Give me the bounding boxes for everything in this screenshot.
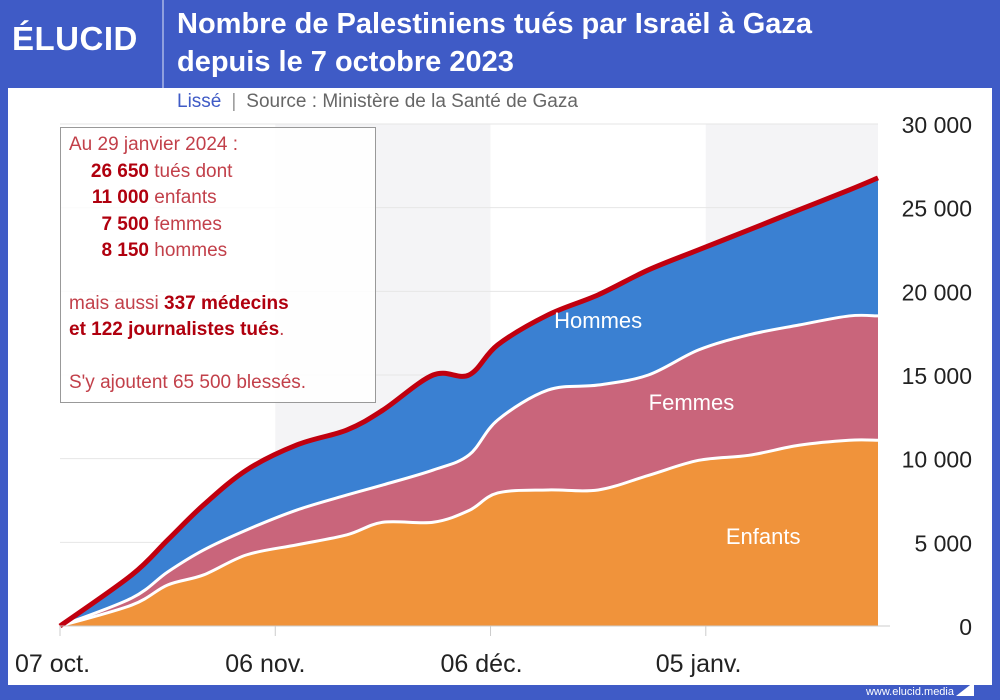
y-tick-label: 0 <box>959 614 972 640</box>
y-tick-label: 5 000 <box>914 530 972 556</box>
separator: | <box>231 91 237 112</box>
boundary-line-enfants <box>59 438 879 628</box>
series-label-enfants: Enfants <box>726 524 801 549</box>
note-text: mais aussi <box>69 292 165 314</box>
note-number: 7 500 <box>101 213 149 235</box>
y-tick-label: 10 000 <box>902 447 972 473</box>
note-number: 26 650 <box>90 160 149 182</box>
note-doctors: 337 médecins <box>164 292 289 314</box>
y-tick-label: 15 000 <box>902 363 972 389</box>
source-label: Source : Ministère de la Santé de Gaza <box>246 91 578 112</box>
subtitle: Lissé | Source : Ministère de la Santé de … <box>177 91 578 113</box>
note-journalists: et 122 journalistes tués <box>69 319 280 340</box>
title-line-2: depuis le 7 octobre 2023 <box>177 46 514 78</box>
y-tick-label: 30 000 <box>902 112 972 138</box>
title-line-1: Nombre de Palestiniens tués par Israël à… <box>177 8 813 40</box>
x-tick-label: 06 nov. <box>225 650 305 678</box>
note-number: 11 000 <box>91 187 149 208</box>
note-label: femmes <box>154 213 222 235</box>
note-date: Au 29 janvier 2024 : <box>69 134 239 155</box>
footer-url[interactable]: www.elucid.media <box>865 686 954 698</box>
area-femmes <box>60 315 878 626</box>
note-label: hommes <box>154 240 228 261</box>
x-tick-label: 05 janv. <box>656 650 742 678</box>
note-line-injured: S'y ajoutent 65 500 blessés. <box>69 371 307 393</box>
series-label-femmes: Femmes <box>649 390 735 415</box>
note-label: enfants <box>154 187 217 208</box>
area-hommes <box>60 177 878 626</box>
boundary-line-femmes <box>59 313 879 628</box>
total-line <box>58 175 879 629</box>
header: ÉLUCID Nombre de Palestiniens tués par I… <box>0 0 1000 88</box>
smoothing-label: Lissé <box>177 91 222 112</box>
x-tick-label: 06 déc. <box>441 650 523 678</box>
note-text: . <box>279 319 285 340</box>
note-row: 8 150 hommes <box>69 238 375 265</box>
summary-annotation: Au 29 janvier 2024 : 26 650 tués dont 11 … <box>60 127 376 403</box>
header-divider <box>162 0 164 88</box>
y-tick-label: 25 000 <box>902 196 972 222</box>
elucid-logo: ÉLUCID <box>12 20 138 57</box>
note-label: tués dont <box>154 160 233 182</box>
note-line-journalists: et 122 journalistes tués. <box>69 317 375 344</box>
note-line-doctors: mais aussi 337 médecins <box>69 291 375 318</box>
series-label-hommes: Hommes <box>554 308 642 333</box>
chart-title: Nombre de Palestiniens tués par Israël à… <box>177 5 812 81</box>
y-tick-label: 20 000 <box>902 279 972 305</box>
x-tick-label: 07 oct. <box>15 650 90 678</box>
area-enfants <box>60 439 878 626</box>
note-row: 11 000 enfants <box>69 185 375 212</box>
note-row: 26 650 tués dont <box>69 159 375 186</box>
note-number: 8 150 <box>101 240 149 261</box>
note-row: 7 500 femmes <box>69 212 375 239</box>
elucid-flag-icon <box>956 682 974 696</box>
